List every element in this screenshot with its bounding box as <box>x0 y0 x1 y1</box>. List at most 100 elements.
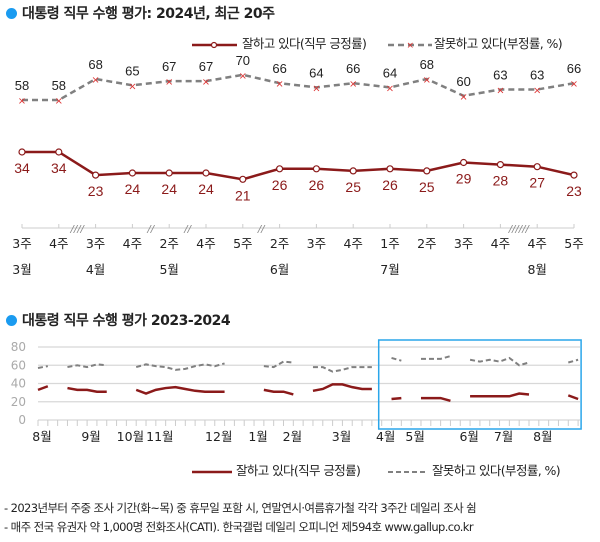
negative-point: × <box>533 86 541 97</box>
positive-line <box>22 150 575 181</box>
negative-line-segment <box>263 360 294 369</box>
x-tick-label: 2주 <box>159 236 178 251</box>
axis-break-mark: //// <box>69 224 85 235</box>
positive-data-label: 34 <box>51 160 67 176</box>
y-tick-label: 60 <box>11 358 26 372</box>
negative-data-label: 64 <box>383 65 397 80</box>
positive-point <box>165 169 173 177</box>
x-tick-label: 4주 <box>49 236 68 251</box>
positive-point <box>55 148 63 156</box>
positive-point <box>570 171 578 179</box>
negative-data-label: 68 <box>420 57 434 72</box>
x-tick-label: 3주 <box>307 236 326 251</box>
chart2-legend-negative: 잘못하고 있다(부정률, %) <box>388 460 561 479</box>
positive-point <box>312 165 320 173</box>
positive-line-segment <box>391 396 402 401</box>
positive-data-label: 24 <box>125 181 141 197</box>
month-label: 5월 <box>159 262 178 277</box>
negative-point: × <box>239 71 247 82</box>
x-tick-label: 4주 <box>123 236 142 251</box>
positive-line-segment <box>263 388 294 396</box>
month-label: 6월 <box>459 429 478 444</box>
chart1-title-text: 대통령 직무 수행 평가: 2024년, 최근 20주 <box>22 6 275 22</box>
positive-line-segment <box>135 385 225 395</box>
month-label: 1월 <box>248 429 267 444</box>
chart1-legend-negative: × 잘못하고 있다(부정률, %) <box>388 33 563 52</box>
chart2-title: 대통령 직무 수행 평가 2023-2024 <box>6 310 231 330</box>
y-tick-label: 40 <box>11 377 26 391</box>
legend-dash-x-icon: × <box>388 41 432 51</box>
positive-line-segment <box>37 385 49 392</box>
month-label: 11월 <box>146 429 173 444</box>
positive-line-segment <box>470 392 530 398</box>
negative-data-label: 64 <box>309 65 323 80</box>
x-tick-label: 5주 <box>233 236 252 251</box>
positive-line-segment <box>567 394 579 401</box>
negative-data-label: 58 <box>52 78 66 93</box>
negative-line-segment <box>67 363 107 369</box>
positive-point <box>423 167 431 175</box>
positive-data-label: 21 <box>235 187 251 203</box>
negative-line-segment <box>568 358 579 364</box>
positive-point <box>533 163 541 171</box>
negative-data-label: 63 <box>493 68 507 83</box>
positive-data-label: 25 <box>419 179 435 195</box>
footnote-2: - 매주 전국 유권자 약 1,000명 전화조사(CATI). 한국갤럽 데일… <box>4 520 474 534</box>
month-label: 8월 <box>527 262 546 277</box>
negative-point: × <box>496 86 504 97</box>
negative-data-label: 63 <box>530 68 544 83</box>
positive-data-label: 27 <box>529 175 545 191</box>
legend-label: 잘하고 있다(직무 긍정률) <box>242 36 367 51</box>
month-label: 7월 <box>494 429 513 444</box>
negative-point: × <box>165 77 173 88</box>
x-tick-label: 1주 <box>380 236 399 251</box>
month-label: 12월 <box>205 429 232 444</box>
footnote-1: - 2023년부터 주중 조사 기간(화~목) 중 휴무일 포함 시, 연말연시… <box>4 501 477 515</box>
chart2-title-text: 대통령 직무 수행 평가 2023-2024 <box>22 313 231 329</box>
month-label: 4월 <box>86 262 105 277</box>
positive-point <box>91 171 100 179</box>
negative-point: × <box>55 96 63 107</box>
chart2-legend-positive: 잘하고 있다(직무 긍정률) <box>192 460 361 479</box>
positive-point <box>496 161 504 169</box>
highlight-box <box>377 339 582 430</box>
positive-data-label: 25 <box>345 179 361 195</box>
negative-data-label: 67 <box>162 59 176 74</box>
x-tick-label: 3주 <box>454 236 473 251</box>
negative-point: × <box>275 79 283 90</box>
axis-break-mark: // <box>183 224 192 235</box>
positive-line-segment <box>420 396 451 403</box>
positive-point <box>239 175 247 183</box>
chart1-legend-positive: 잘하고 있다(직무 긍정률) <box>192 33 367 52</box>
axis-break-mark: // <box>257 224 266 235</box>
month-label: 3월 <box>332 429 351 444</box>
month-label: 6월 <box>270 262 289 277</box>
positive-point <box>202 169 210 177</box>
negative-data-label: 60 <box>456 74 470 89</box>
y-tick-label: 80 <box>11 340 26 354</box>
month-label: 5월 <box>405 429 424 444</box>
positive-data-label: 26 <box>272 177 288 193</box>
x-tick-label: 4주 <box>196 236 215 251</box>
positive-point <box>386 165 394 173</box>
chart1-plot: × 58 × 58 × 68 × 65 × 67 × 67 × 70 × 66 × 64 × 66 × 64 × 68 × 60 ×… <box>12 53 583 277</box>
month-label: 8월 <box>533 429 552 444</box>
axis-break-mark: ////// <box>508 224 531 235</box>
negative-point: × <box>349 79 357 90</box>
x-tick-label: 2주 <box>270 236 289 251</box>
positive-data-label: 26 <box>382 177 398 193</box>
month-label: 9월 <box>81 429 100 444</box>
negative-point: × <box>459 92 467 103</box>
positive-data-label: 28 <box>493 173 509 189</box>
positive-data-label: 29 <box>456 171 472 187</box>
positive-line-segment <box>67 386 107 393</box>
x-tick-label: 3주 <box>12 236 31 251</box>
legend-line-circle-icon <box>192 41 237 48</box>
negative-data-label: 66 <box>567 61 581 76</box>
positive-data-label: 24 <box>198 181 214 197</box>
negative-data-label: 58 <box>15 78 29 93</box>
legend-label: 잘못하고 있다(부정률, %) <box>434 36 563 51</box>
legend-line-icon <box>192 470 232 473</box>
bullet-icon <box>6 8 17 19</box>
